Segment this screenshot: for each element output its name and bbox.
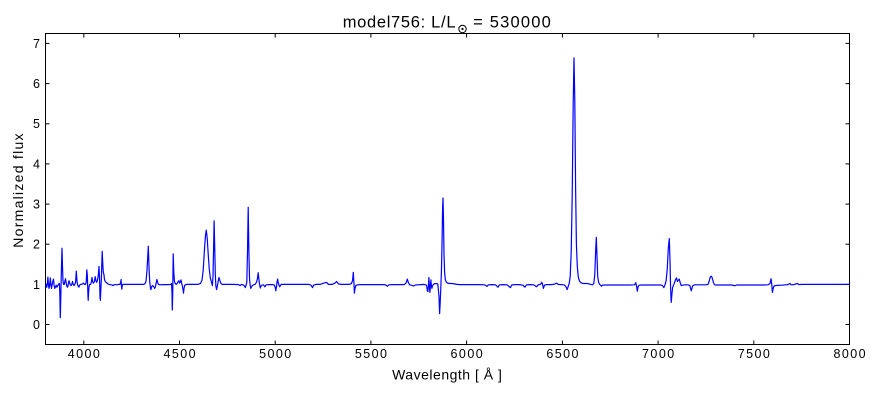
svg-text:6: 6 (33, 77, 40, 91)
svg-text:4: 4 (33, 157, 40, 171)
svg-text:model756: L/L: model756: L/L (343, 14, 456, 32)
svg-text:0: 0 (33, 318, 40, 332)
svg-text:4000: 4000 (68, 347, 100, 361)
svg-text:5500: 5500 (355, 347, 387, 361)
svg-text:7500: 7500 (738, 347, 770, 361)
svg-text:3: 3 (33, 198, 40, 212)
svg-text:Wavelength [ Å ]: Wavelength [ Å ] (392, 367, 502, 383)
svg-text:6000: 6000 (451, 347, 483, 361)
svg-text:8000: 8000 (833, 347, 865, 361)
svg-text:7: 7 (33, 37, 40, 51)
svg-text:6500: 6500 (546, 347, 578, 361)
svg-text:5: 5 (33, 117, 40, 131)
svg-text:4500: 4500 (163, 347, 195, 361)
svg-text:Normalized flux: Normalized flux (10, 133, 26, 247)
svg-text:= 530000: = 530000 (473, 14, 551, 32)
svg-text:7000: 7000 (642, 347, 674, 361)
svg-text:2: 2 (33, 238, 40, 252)
svg-text:1: 1 (33, 278, 40, 292)
svg-text:5000: 5000 (259, 347, 291, 361)
